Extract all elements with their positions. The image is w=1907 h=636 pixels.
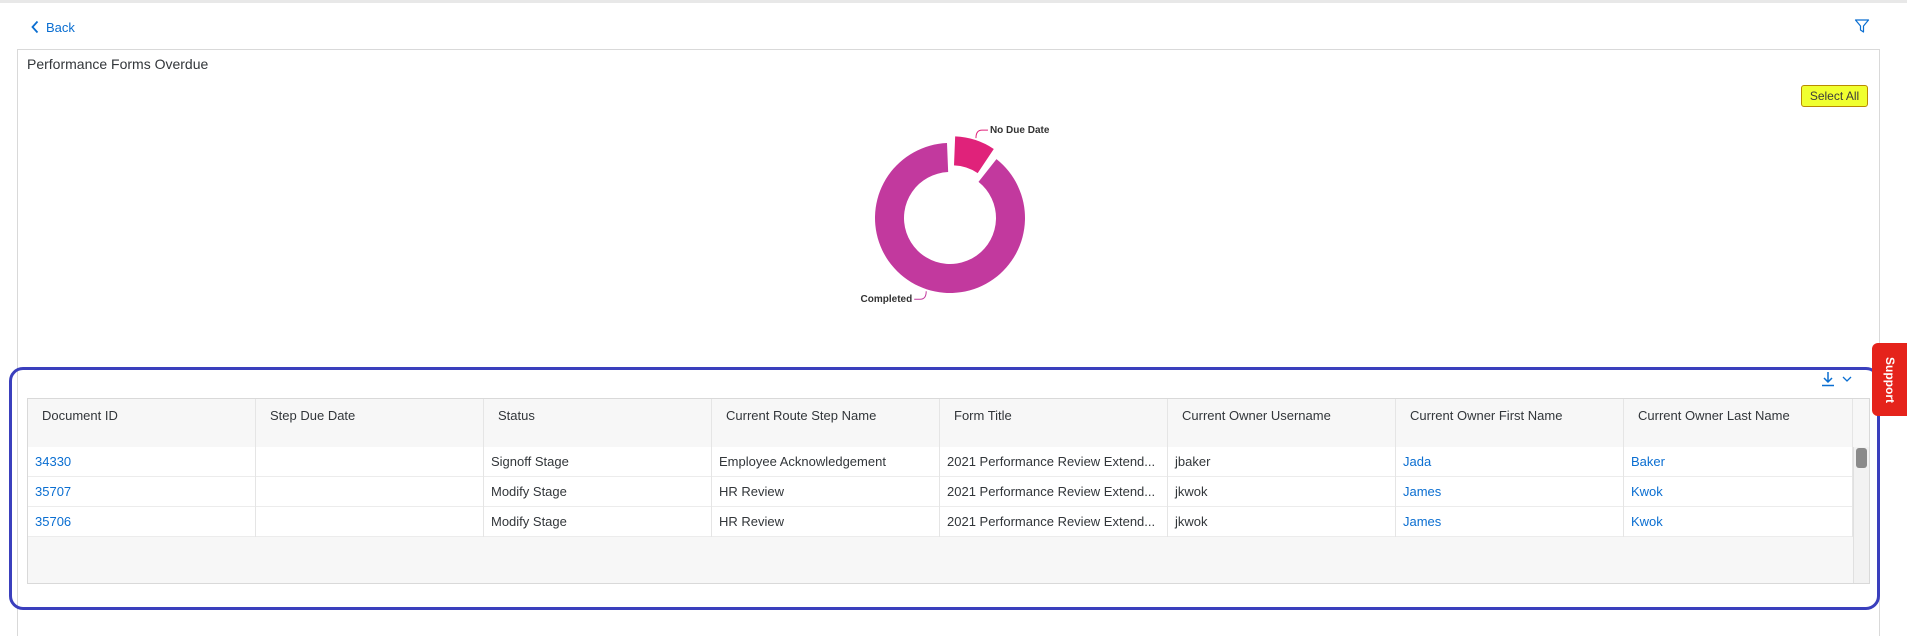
download-icon[interactable] bbox=[1819, 370, 1837, 388]
support-label: Support bbox=[1882, 356, 1897, 403]
select-all-button[interactable]: Select All bbox=[1801, 85, 1868, 107]
cell-link[interactable]: 35707 bbox=[35, 484, 72, 499]
vertical-scrollbar[interactable] bbox=[1853, 447, 1869, 583]
table-cell bbox=[256, 507, 484, 537]
table-cell[interactable]: 35706 bbox=[28, 507, 256, 537]
column-header[interactable]: Current Owner Username bbox=[1168, 399, 1396, 447]
table-row[interactable]: 35707 Modify Stage HR Review 2021 Performan… bbox=[28, 477, 1853, 507]
table-row[interactable]: 34330 Signoff Stage Employee Acknowledgeme… bbox=[28, 447, 1853, 477]
cell-link[interactable]: 35706 bbox=[35, 514, 72, 529]
column-header[interactable]: Document ID bbox=[28, 399, 256, 447]
cell-link[interactable]: Kwok bbox=[1631, 484, 1663, 499]
filter-icon[interactable] bbox=[1854, 18, 1870, 34]
leader-line bbox=[975, 129, 988, 139]
table-cell: Modify Stage bbox=[484, 477, 712, 507]
cell-link[interactable]: 34330 bbox=[35, 454, 72, 469]
table-cell: Employee Acknowledgement bbox=[712, 447, 940, 477]
table-cell: 2021 Performance Review Extend... bbox=[940, 477, 1168, 507]
table-cell[interactable]: James bbox=[1396, 477, 1624, 507]
column-header[interactable]: Current Owner First Name bbox=[1396, 399, 1624, 447]
table-cell: 2021 Performance Review Extend... bbox=[940, 507, 1168, 537]
table-cell[interactable]: 35707 bbox=[28, 477, 256, 507]
table-cell bbox=[256, 477, 484, 507]
cell-link[interactable]: Baker bbox=[1631, 454, 1665, 469]
donut-slice[interactable] bbox=[875, 143, 1025, 293]
table-cell[interactable]: Jada bbox=[1396, 447, 1624, 477]
donut-chart: No Due Date Completed bbox=[861, 125, 1050, 305]
card-title: Performance Forms Overdue bbox=[27, 56, 209, 72]
report-card bbox=[17, 49, 1880, 636]
table-cell: HR Review bbox=[712, 507, 940, 537]
table-cell: Signoff Stage bbox=[484, 447, 712, 477]
table-cell: jkwok bbox=[1168, 477, 1396, 507]
donut-slice[interactable] bbox=[954, 136, 994, 174]
table-cell: jkwok bbox=[1168, 507, 1396, 537]
data-table: Document ID Step Due Date Status Current Ro… bbox=[27, 398, 1870, 584]
column-header[interactable]: Current Route Step Name bbox=[712, 399, 940, 447]
table-highlight-frame bbox=[9, 367, 1880, 610]
table-cell: jbaker bbox=[1168, 447, 1396, 477]
slice-label: No Due Date bbox=[990, 125, 1050, 136]
cell-link[interactable]: Kwok bbox=[1631, 514, 1663, 529]
table-cell: 2021 Performance Review Extend... bbox=[940, 447, 1168, 477]
back-button[interactable]: Back bbox=[30, 16, 75, 38]
table-header: Document ID Step Due Date Status Current Ro… bbox=[28, 399, 1853, 448]
table-cell: Modify Stage bbox=[484, 507, 712, 537]
top-divider bbox=[0, 0, 1907, 3]
table-cell[interactable]: James bbox=[1396, 507, 1624, 537]
table-cell[interactable]: 34330 bbox=[28, 447, 256, 477]
column-header[interactable]: Status bbox=[484, 399, 712, 447]
chevron-left-icon bbox=[31, 20, 39, 34]
chevron-down-icon[interactable] bbox=[1841, 373, 1853, 385]
support-button[interactable]: Support bbox=[1872, 343, 1907, 416]
slice-label: Completed bbox=[861, 294, 913, 305]
table-cell[interactable]: Kwok bbox=[1624, 507, 1853, 537]
cell-link[interactable]: Jada bbox=[1403, 454, 1432, 469]
table-cell: HR Review bbox=[712, 477, 940, 507]
table-cell bbox=[256, 447, 484, 477]
column-header[interactable]: Step Due Date bbox=[256, 399, 484, 447]
cell-link[interactable]: James bbox=[1403, 484, 1442, 499]
back-label: Back bbox=[46, 19, 75, 35]
table-cell[interactable]: Kwok bbox=[1624, 477, 1853, 507]
cell-link[interactable]: James bbox=[1403, 514, 1442, 529]
column-header[interactable]: Current Owner Last Name bbox=[1624, 399, 1853, 447]
table-row[interactable]: 35706 Modify Stage HR Review 2021 Performan… bbox=[28, 507, 1853, 537]
leader-line bbox=[914, 291, 927, 300]
table-cell[interactable]: Baker bbox=[1624, 447, 1853, 477]
column-header[interactable]: Form Title bbox=[940, 399, 1168, 447]
scrollbar-thumb[interactable] bbox=[1856, 448, 1867, 468]
